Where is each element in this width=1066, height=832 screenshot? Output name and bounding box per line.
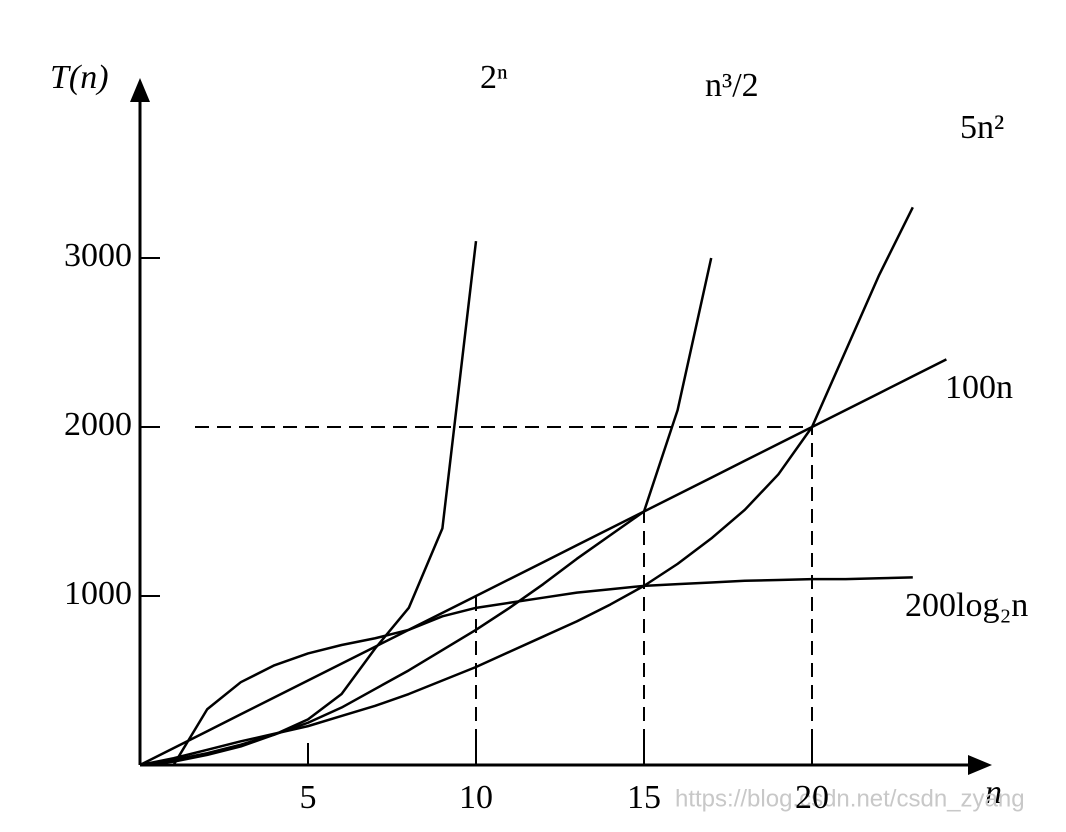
y-tick-label: 3000 [64, 237, 132, 274]
x-tick-label: 5 [300, 779, 317, 816]
series-label: 5n² [960, 109, 1004, 146]
y-tick-label: 2000 [64, 406, 132, 443]
series-label: 200log₂n [905, 587, 1028, 624]
series-label: 100n [945, 369, 1013, 406]
line-series [139, 358, 947, 767]
line-series [139, 240, 478, 767]
x-tick-label: 20 [795, 779, 829, 816]
watermark: https://blog.csdn.net/csdn_zyang [675, 785, 1025, 812]
y-axis-label: T(n) [50, 59, 109, 96]
y-tick-label: 1000 [64, 575, 132, 612]
x-axis-arrow [968, 755, 992, 775]
series-label: n³/2 [705, 67, 759, 104]
line-series [139, 257, 713, 767]
line-series [172, 576, 913, 766]
y-axis-arrow [130, 78, 150, 102]
series-label: 2ⁿ [480, 59, 508, 96]
x-tick-label: 15 [627, 779, 661, 816]
line-series [139, 206, 914, 767]
x-tick-label: 10 [459, 779, 493, 816]
x-axis-label: n [985, 774, 1002, 811]
